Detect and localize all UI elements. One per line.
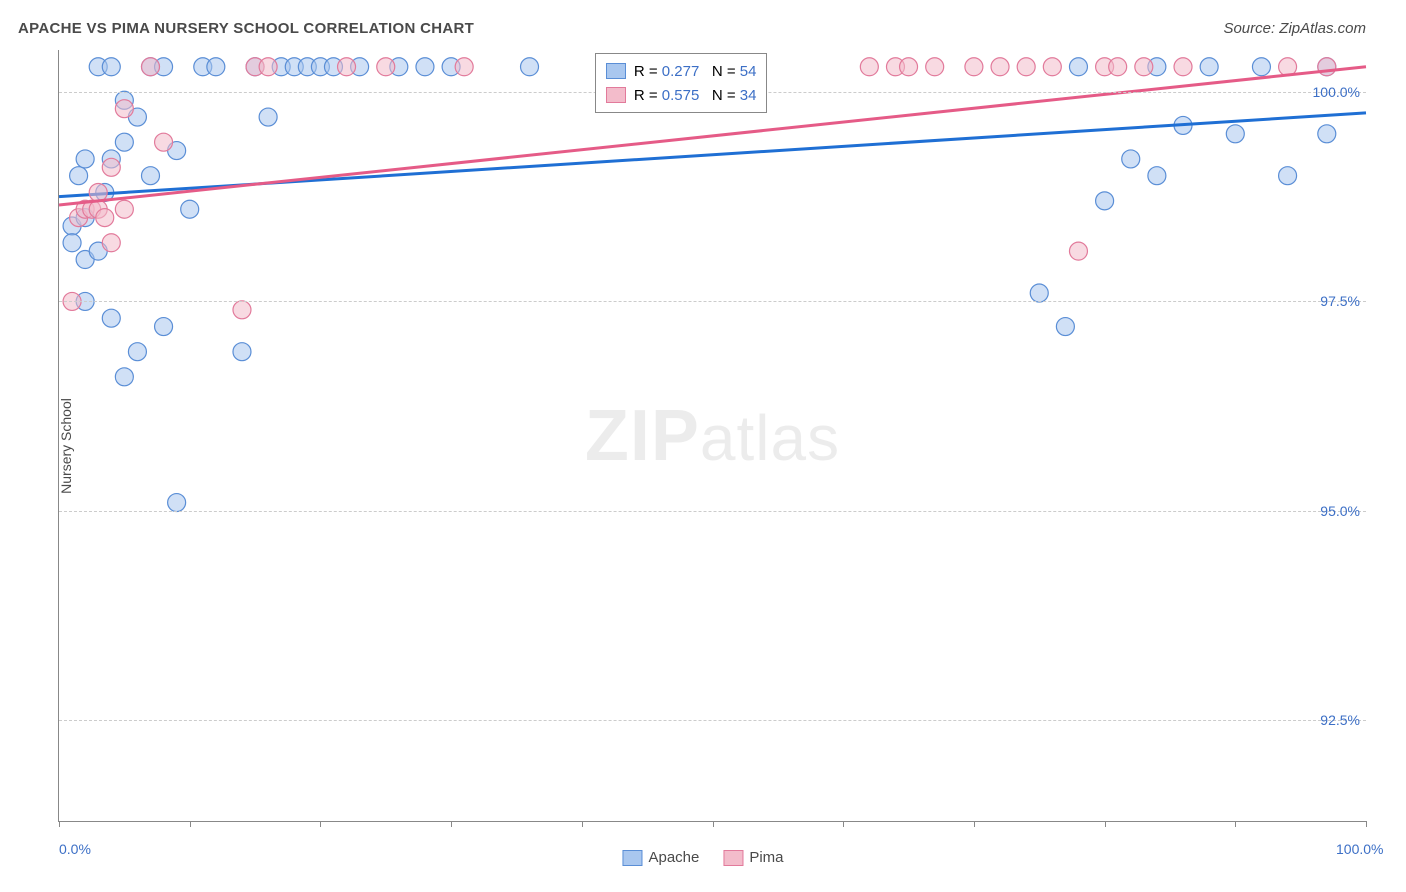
legend-row-pima: R = 0.575 N = 34 — [606, 83, 757, 107]
gridline — [59, 511, 1366, 512]
legend-pima-label: Pima — [749, 849, 783, 866]
x-tick — [582, 821, 583, 827]
x-tick — [843, 821, 844, 827]
marker-apache — [128, 343, 146, 361]
marker-pima — [338, 58, 356, 76]
marker-apache — [181, 200, 199, 218]
gridline — [59, 301, 1366, 302]
marker-apache — [259, 108, 277, 126]
marker-apache — [1318, 125, 1336, 143]
marker-pima — [1069, 242, 1087, 260]
swatch-apache — [606, 63, 626, 79]
legend-item-apache: Apache — [622, 849, 699, 866]
x-tick — [974, 821, 975, 827]
marker-pima — [102, 158, 120, 176]
marker-apache — [207, 58, 225, 76]
swatch-pima — [606, 87, 626, 103]
marker-pima — [1135, 58, 1153, 76]
marker-pima — [1043, 58, 1061, 76]
gridline — [59, 720, 1366, 721]
marker-pima — [1109, 58, 1127, 76]
marker-apache — [1252, 58, 1270, 76]
correlation-chart: APACHE VS PIMA NURSERY SCHOOL CORRELATIO… — [10, 10, 1396, 882]
x-tick-label: 100.0% — [1336, 841, 1383, 857]
legend-apache-label: Apache — [648, 849, 699, 866]
marker-apache — [1226, 125, 1244, 143]
x-tick — [1366, 821, 1367, 827]
marker-pima — [233, 301, 251, 319]
marker-pima — [900, 58, 918, 76]
marker-apache — [115, 133, 133, 151]
chart-source: Source: ZipAtlas.com — [1223, 20, 1366, 37]
y-tick-label: 95.0% — [1320, 503, 1360, 519]
chart-title: APACHE VS PIMA NURSERY SCHOOL CORRELATIO… — [18, 20, 474, 37]
marker-apache — [1096, 192, 1114, 210]
marker-pima — [155, 133, 173, 151]
x-tick — [713, 821, 714, 827]
marker-apache — [1122, 150, 1140, 168]
marker-apache — [521, 58, 539, 76]
marker-pima — [860, 58, 878, 76]
marker-pima — [1174, 58, 1192, 76]
marker-pima — [96, 209, 114, 227]
marker-apache — [416, 58, 434, 76]
legend-bottom: Apache Pima — [622, 849, 783, 866]
legend-row-apache: R = 0.277 N = 54 — [606, 59, 757, 83]
legend-text: R = 0.277 N = 54 — [634, 63, 757, 80]
legend-text: R = 0.575 N = 34 — [634, 87, 757, 104]
x-tick — [320, 821, 321, 827]
marker-apache — [1069, 58, 1087, 76]
marker-apache — [115, 368, 133, 386]
marker-apache — [76, 150, 94, 168]
marker-apache — [168, 494, 186, 512]
marker-pima — [991, 58, 1009, 76]
plot-area: ZIPatlas 92.5%95.0%97.5%100.0%0.0%100.0%… — [58, 50, 1366, 822]
marker-apache — [155, 318, 173, 336]
marker-apache — [70, 167, 88, 185]
x-tick — [1105, 821, 1106, 827]
marker-pima — [102, 234, 120, 252]
y-tick-label: 92.5% — [1320, 712, 1360, 728]
x-tick-label: 0.0% — [59, 841, 91, 857]
marker-apache — [1030, 284, 1048, 302]
marker-apache — [1279, 167, 1297, 185]
x-tick — [59, 821, 60, 827]
marker-pima — [377, 58, 395, 76]
correlation-legend: R = 0.277 N = 54 R = 0.575 N = 34 — [595, 53, 768, 113]
plot-svg — [59, 50, 1366, 821]
marker-apache — [1148, 167, 1166, 185]
y-tick-label: 100.0% — [1313, 84, 1360, 100]
marker-pima — [965, 58, 983, 76]
marker-pima — [141, 58, 159, 76]
y-tick-label: 97.5% — [1320, 293, 1360, 309]
marker-apache — [102, 309, 120, 327]
swatch-apache — [622, 850, 642, 866]
marker-pima — [115, 200, 133, 218]
legend-item-pima: Pima — [723, 849, 783, 866]
marker-pima — [926, 58, 944, 76]
marker-pima — [1017, 58, 1035, 76]
marker-apache — [233, 343, 251, 361]
marker-pima — [115, 100, 133, 118]
marker-pima — [455, 58, 473, 76]
x-tick — [451, 821, 452, 827]
marker-apache — [63, 234, 81, 252]
x-tick — [1235, 821, 1236, 827]
marker-pima — [259, 58, 277, 76]
marker-apache — [102, 58, 120, 76]
marker-apache — [1200, 58, 1218, 76]
x-tick — [190, 821, 191, 827]
swatch-pima — [723, 850, 743, 866]
marker-apache — [1056, 318, 1074, 336]
marker-apache — [141, 167, 159, 185]
